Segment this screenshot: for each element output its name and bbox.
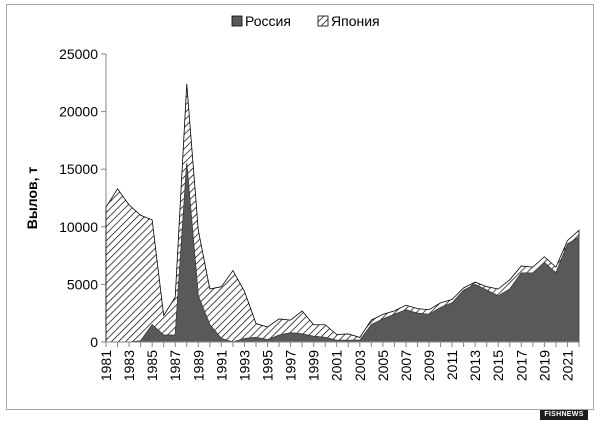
y-tick-label: 15000 [59, 161, 98, 177]
y-tick-label: 20000 [59, 104, 98, 120]
y-axis-title: Вылов, т [24, 167, 40, 230]
x-tick-label: 2005 [375, 350, 391, 381]
x-tick-label: 2011 [444, 350, 460, 380]
x-tick-label: 2003 [352, 350, 368, 381]
x-tick-label: 1997 [283, 350, 299, 381]
x-axis: 1981 1983 1985 1987 1989 1991 1993 1995 1997 1999… [98, 341, 580, 381]
x-tick-label: 2019 [536, 350, 552, 381]
x-tick-label: 1991 [213, 350, 229, 381]
x-tick-label: 1995 [260, 350, 276, 381]
x-tick-label: 2013 [467, 350, 483, 381]
x-tick-label: 1989 [190, 350, 206, 381]
fishnews-logo: FISHNEWS [540, 410, 588, 420]
x-tick-label: 2009 [421, 350, 437, 381]
x-tick-label: 1981 [98, 350, 114, 381]
y-tick-label: 5000 [67, 276, 98, 292]
series-area-russia [106, 163, 580, 343]
legend-swatch-japan [317, 15, 329, 27]
x-tick-label: 1999 [306, 350, 322, 381]
plot-area [105, 83, 580, 343]
legend-swatch-russia [231, 15, 243, 27]
x-tick-label: 2015 [490, 350, 506, 381]
x-tick-label: 2001 [329, 350, 345, 381]
y-tick-label: 25000 [59, 46, 98, 62]
y-tick-label: 0 [90, 334, 98, 350]
x-tick-label: 2017 [513, 350, 529, 381]
x-tick-label: 1993 [236, 350, 252, 381]
y-axis: 0 5000 10000 15000 20000 25000 Вылов, т [24, 46, 107, 350]
x-tick-label: 2007 [398, 350, 414, 381]
x-tick-label: 1987 [167, 350, 183, 381]
x-tick-label: 1985 [144, 350, 160, 381]
y-tick-label: 10000 [59, 219, 98, 235]
legend: Россия Япония [231, 13, 380, 29]
legend-label-russia: Россия [245, 13, 291, 29]
x-tick-label: 2021 [559, 350, 575, 381]
legend-label-japan: Япония [331, 13, 380, 29]
x-tick-label: 1983 [121, 350, 137, 381]
